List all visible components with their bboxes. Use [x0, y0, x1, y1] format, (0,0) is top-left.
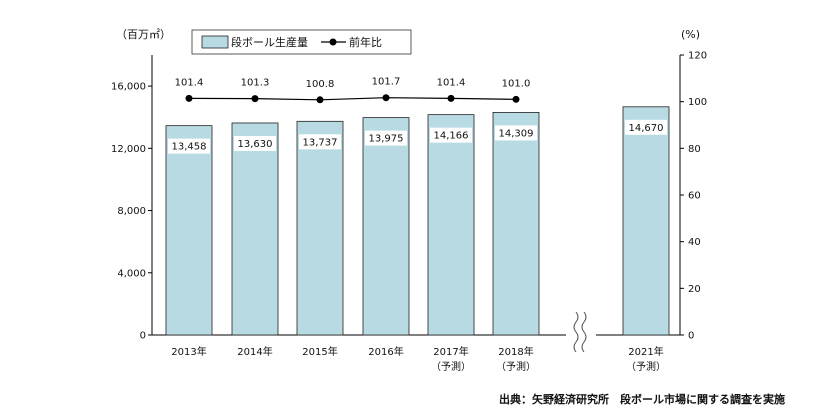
yoy-point: [316, 96, 324, 104]
right-tick-label: 100: [688, 97, 707, 108]
bar-value-label: 14,670: [629, 123, 664, 134]
category-label: 2013年: [171, 345, 206, 358]
left-tick-label: 16,000: [111, 82, 146, 93]
yoy-point: [512, 95, 520, 103]
category-label: 2016年: [368, 345, 403, 358]
yoy-value-label: 101.7: [372, 77, 401, 88]
yoy-value-label: 101.3: [241, 78, 270, 89]
legend: 段ボール生産量 前年比: [191, 29, 412, 55]
legend-line-label: 前年比: [349, 35, 382, 49]
left-tick-label: 0: [140, 331, 146, 342]
yoy-value-label: 100.8: [306, 79, 335, 90]
yoy-value-label: 101.4: [437, 77, 466, 88]
category-label: 2014年: [237, 345, 272, 358]
right-tick-label: 40: [688, 237, 701, 248]
category-label: 2017年: [433, 345, 468, 358]
bar-value-label-bg: [168, 138, 210, 154]
bar: [362, 117, 410, 336]
category-label: 2021年: [628, 345, 663, 358]
bar-value-label: 13,975: [369, 134, 404, 145]
bar-value-label: 14,309: [499, 128, 534, 139]
bar-value-label: 13,458: [172, 142, 207, 153]
legend-line-marker: [329, 38, 337, 46]
legend-bar-swatch: [201, 35, 229, 49]
category-note: （予測）: [496, 360, 536, 373]
right-tick-label: 0: [688, 331, 694, 342]
bar: [165, 125, 213, 336]
left-tick-label: 4,000: [117, 268, 146, 279]
category-note: （予測）: [626, 360, 666, 373]
bar-value-label-bg: [299, 134, 341, 150]
legend-box: [191, 29, 412, 55]
right-tick-label: 80: [688, 144, 701, 155]
bar: [492, 112, 540, 336]
bar-value-label: 13,737: [303, 137, 338, 148]
right-tick-label: 60: [688, 191, 701, 202]
bar-value-label-bg: [234, 135, 276, 151]
source-note: 出典：矢野経済研究所 段ボール市場に関する調査を実施: [499, 392, 785, 406]
legend-bar-label: 段ボール生産量: [231, 35, 308, 49]
category-label: 2015年: [302, 345, 337, 358]
yoy-line: [188, 97, 517, 101]
bar: [427, 114, 475, 336]
yoy-point: [185, 94, 193, 102]
yoy-value-label: 101.4: [175, 77, 204, 88]
bar-value-label-bg: [365, 130, 407, 146]
category-label: 2018年: [498, 345, 533, 358]
bar: [622, 106, 670, 336]
yoy-point: [447, 94, 455, 102]
bar-value-label-bg: [625, 119, 667, 135]
category-note: （予測）: [431, 360, 471, 373]
bar-value-label: 14,166: [434, 131, 469, 142]
yoy-point: [251, 95, 259, 103]
right-axis-unit: (%): [681, 28, 700, 41]
left-tick-label: 8,000: [117, 206, 146, 217]
right-tick-label: 20: [688, 284, 701, 295]
right-tick-label: 120: [688, 51, 707, 62]
bar-value-label: 13,630: [238, 139, 273, 150]
yoy-value-label: 101.0: [502, 78, 531, 89]
bar-value-label-bg: [495, 125, 537, 141]
bar: [296, 120, 344, 336]
left-axis-unit: （百万㎡）: [116, 28, 171, 41]
left-tick-label: 12,000: [111, 144, 146, 155]
axis-break-symbol: [573, 311, 587, 353]
yoy-point: [382, 94, 390, 102]
bar-value-label-bg: [430, 127, 472, 143]
bar: [231, 122, 279, 336]
